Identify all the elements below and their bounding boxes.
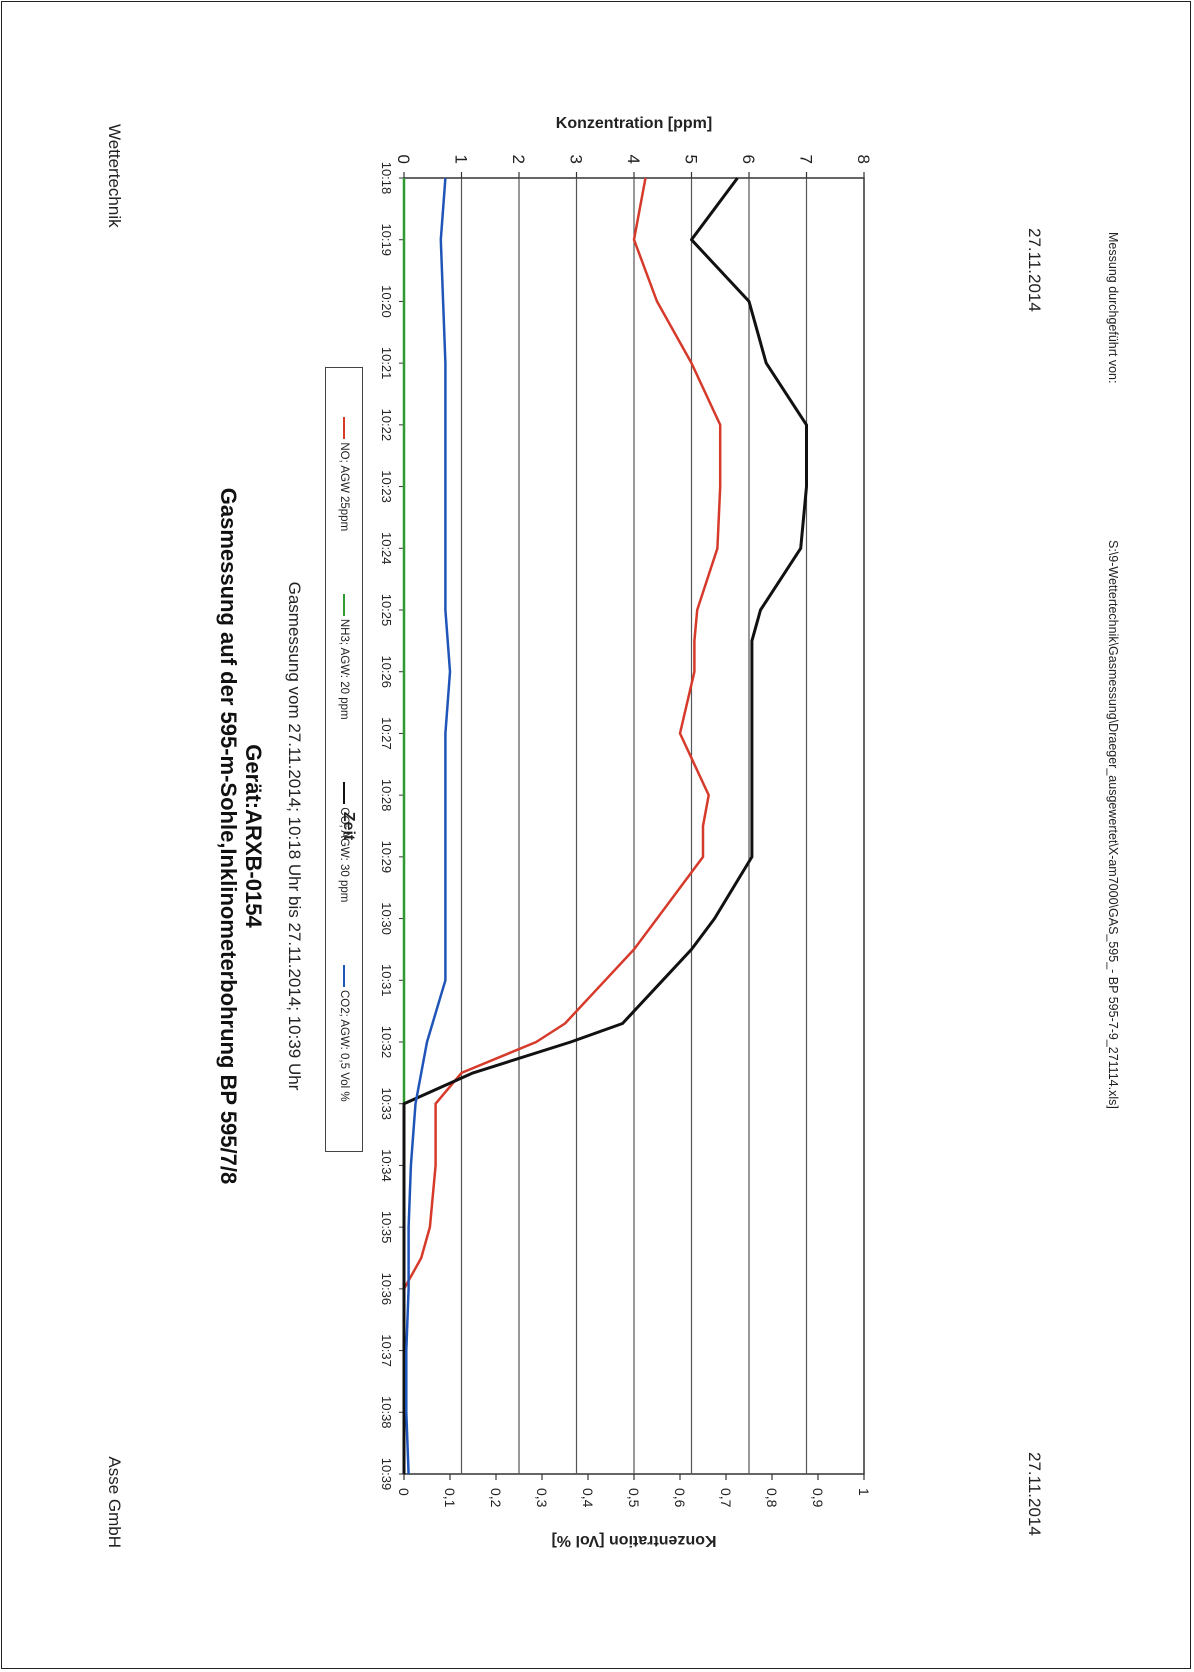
series-line-co bbox=[402, 177, 808, 1474]
x-tick-label: 10:18 bbox=[379, 162, 394, 195]
y2-tick-label: 1 bbox=[856, 1488, 872, 1496]
y-tick-label: 2 bbox=[509, 155, 528, 164]
x-tick-label: 10:22 bbox=[379, 409, 394, 442]
x-tick-label: 10:30 bbox=[379, 902, 394, 935]
y2-tick-label: 0,1 bbox=[442, 1488, 458, 1508]
file-path: S:\9-Wettertechnik\Gasmessung\Draeger_au… bbox=[1106, 540, 1120, 1109]
y2-axis-title: Konzentration [Vol %] bbox=[551, 1532, 716, 1549]
y2-tick-label: 0,4 bbox=[580, 1488, 596, 1508]
y2-tick-label: 0 bbox=[396, 1488, 412, 1496]
x-tick-label: 10:21 bbox=[379, 347, 394, 380]
y2-tick-label: 0,9 bbox=[810, 1488, 826, 1508]
x-tick-label: 10:36 bbox=[379, 1273, 394, 1306]
y2-tick-label: 0,2 bbox=[488, 1488, 504, 1508]
x-tick-label: 10:29 bbox=[379, 841, 394, 874]
x-tick-label: 10:23 bbox=[379, 470, 394, 503]
signature-note: Messung durchgeführt von: bbox=[1106, 232, 1120, 384]
y2-tick-label: 0,7 bbox=[718, 1488, 734, 1508]
y2-tick-label: 0,3 bbox=[534, 1488, 550, 1508]
y2-tick-label: 0,5 bbox=[626, 1488, 642, 1508]
x-tick-label: 10:26 bbox=[379, 655, 394, 688]
y-tick-label: 4 bbox=[624, 155, 643, 164]
y-tick-label: 7 bbox=[797, 155, 816, 164]
x-tick-label: 10:24 bbox=[379, 532, 394, 565]
x-tick-label: 10:20 bbox=[379, 285, 394, 318]
y2-tick-label: 0,8 bbox=[764, 1488, 780, 1508]
footer-date-right: 27.11.2014 bbox=[1025, 1452, 1044, 1536]
x-tick-label: 10:39 bbox=[379, 1458, 394, 1491]
series-line-no bbox=[402, 177, 722, 1474]
x-tick-label: 10:32 bbox=[379, 1026, 394, 1059]
x-tick-label: 10:27 bbox=[379, 717, 394, 750]
x-tick-label: 10:35 bbox=[379, 1211, 394, 1244]
x-tick-label: 10:37 bbox=[379, 1334, 394, 1367]
x-tick-label: 10:33 bbox=[379, 1087, 394, 1120]
y-tick-label: 0 bbox=[394, 155, 413, 164]
x-tick-label: 10:34 bbox=[379, 1149, 394, 1182]
x-tick-label: 10:38 bbox=[379, 1396, 394, 1429]
x-tick-label: 10:19 bbox=[379, 223, 394, 256]
series-line-co2 bbox=[405, 177, 452, 1475]
x-tick-label: 10:31 bbox=[379, 964, 394, 997]
y-tick-label: 8 bbox=[854, 155, 873, 164]
y2-tick-label: 0,6 bbox=[672, 1488, 688, 1508]
footer-date-left: 27.11.2014 bbox=[1025, 228, 1044, 312]
y-tick-label: 3 bbox=[567, 155, 586, 164]
x-tick-label: 10:25 bbox=[379, 594, 394, 627]
y-tick-label: 1 bbox=[452, 155, 471, 164]
x-tick-label: 10:28 bbox=[379, 779, 394, 812]
y-axis-title: Konzentration [ppm] bbox=[556, 115, 712, 132]
y-tick-label: 6 bbox=[739, 155, 758, 164]
y-tick-label: 5 bbox=[682, 155, 701, 164]
x-axis-title: Zeit bbox=[340, 812, 357, 841]
